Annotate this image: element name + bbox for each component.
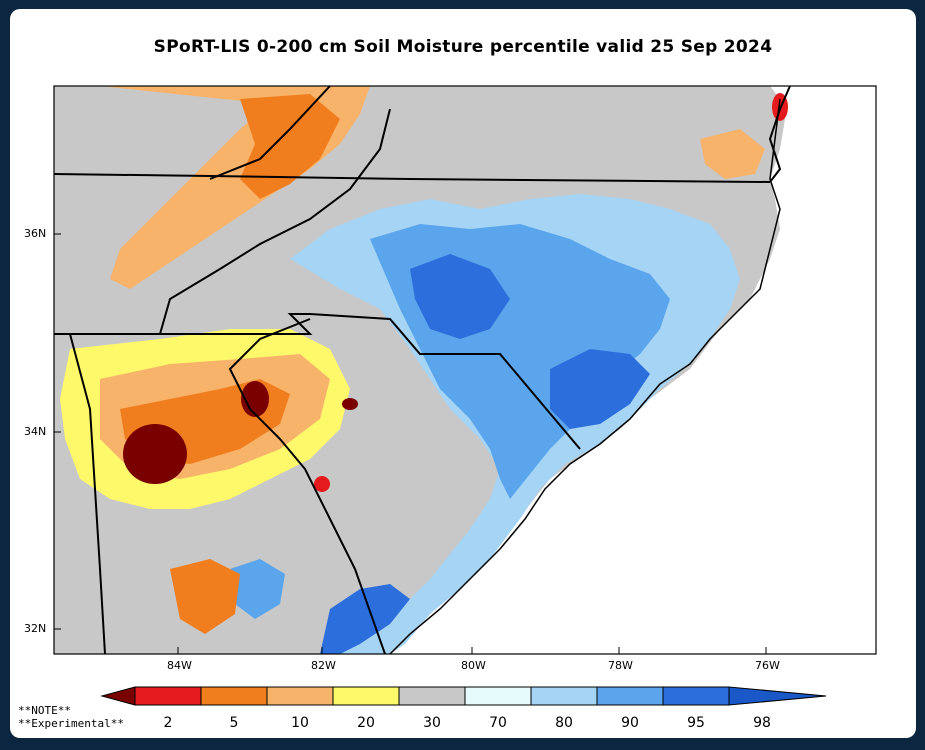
wet-patch-ga bbox=[230, 559, 285, 619]
colorbar-label-30: 30 bbox=[423, 715, 441, 731]
ocean bbox=[390, 86, 876, 654]
lon-label-80w: 80W bbox=[461, 659, 486, 672]
colorbar-seg-7 bbox=[530, 686, 598, 706]
colorbar-label-90: 90 bbox=[621, 715, 639, 731]
map-title: SPoRT-LIS 0-200 cm Soil Moisture percent… bbox=[153, 37, 773, 57]
colorbar-seg-3 bbox=[266, 686, 334, 706]
colorbar-seg-0 bbox=[100, 686, 136, 706]
lon-label-82w: 82W bbox=[311, 659, 336, 672]
lon-label-76w: 76W bbox=[755, 659, 780, 672]
soil-moisture-map bbox=[53, 85, 877, 706]
extreme-dry-sc bbox=[241, 381, 269, 417]
colorbar-seg-10 bbox=[728, 686, 827, 706]
dry-region-ga-south bbox=[170, 559, 240, 634]
dry-region-va bbox=[700, 129, 765, 179]
colorbar-seg-5 bbox=[398, 686, 466, 706]
colorbar-label-80: 80 bbox=[555, 715, 573, 731]
coastline bbox=[389, 98, 781, 654]
state-borders bbox=[54, 86, 791, 654]
axis-ticks bbox=[54, 233, 767, 654]
colorbar-seg-9 bbox=[662, 686, 730, 706]
colorbar-seg-2 bbox=[200, 686, 268, 706]
colorbar-label-70: 70 bbox=[489, 715, 507, 731]
dry-spot-2 bbox=[342, 398, 358, 410]
colorbar-seg-6 bbox=[464, 686, 532, 706]
colorbar-label-98: 98 bbox=[753, 715, 771, 731]
map-panel: SPoRT-LIS 0-200 cm Soil Moisture percent… bbox=[10, 9, 916, 738]
dry-spot-sc bbox=[314, 476, 330, 492]
colorbar-seg-4 bbox=[332, 686, 400, 706]
lat-label-32n: 32N bbox=[24, 622, 47, 635]
map-frame bbox=[53, 85, 877, 655]
wet-core-coast bbox=[550, 349, 650, 429]
colorbar-label-20: 20 bbox=[357, 715, 375, 731]
wet-core-nc bbox=[410, 254, 510, 339]
lat-label-34n: 34N bbox=[24, 425, 47, 438]
note-label: **NOTE** bbox=[18, 704, 71, 717]
extreme-dry-ga bbox=[123, 424, 187, 484]
lon-label-84w: 84W bbox=[167, 659, 192, 672]
dry-mountains-core bbox=[240, 94, 340, 199]
wet-core-south bbox=[320, 584, 410, 654]
colorbar-label-95: 95 bbox=[687, 715, 705, 731]
colorbar-label-2: 2 bbox=[163, 715, 173, 731]
colorbar bbox=[100, 686, 827, 706]
colorbar-seg-1 bbox=[134, 686, 202, 706]
colorbar-label-5: 5 bbox=[229, 715, 239, 731]
lon-label-78w: 78W bbox=[608, 659, 633, 672]
colorbar-seg-8 bbox=[596, 686, 664, 706]
experimental-label: **Experimental** bbox=[18, 717, 124, 730]
lat-label-36n: 36N bbox=[24, 227, 47, 240]
colorbar-label-10: 10 bbox=[291, 715, 309, 731]
